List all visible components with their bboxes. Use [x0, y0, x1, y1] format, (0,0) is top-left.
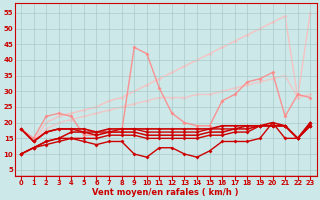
- X-axis label: Vent moyen/en rafales ( km/h ): Vent moyen/en rafales ( km/h ): [92, 188, 239, 197]
